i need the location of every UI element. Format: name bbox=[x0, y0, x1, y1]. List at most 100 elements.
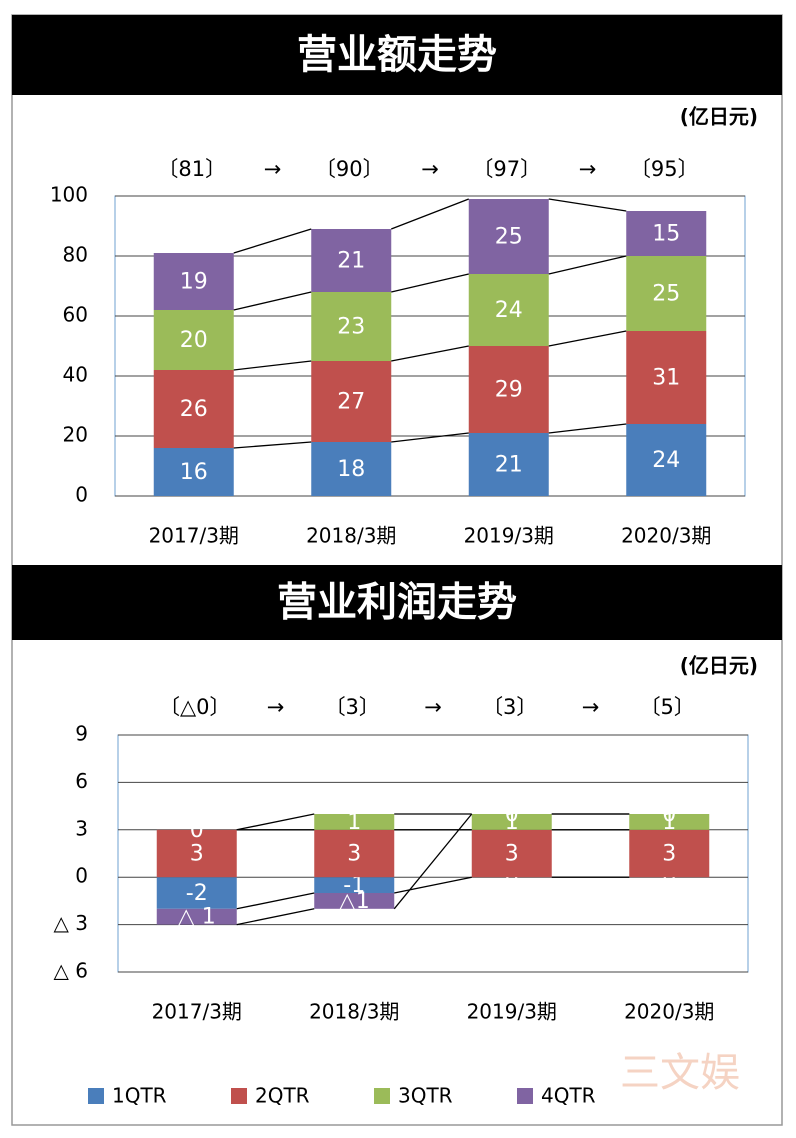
data-label: △1 bbox=[339, 889, 370, 914]
connector bbox=[548, 423, 627, 434]
data-label: -1 bbox=[343, 873, 365, 898]
watermark: 三文娱 bbox=[620, 1050, 740, 1096]
data-label: 25 bbox=[652, 282, 680, 307]
unit-label: (亿日元) bbox=[680, 105, 758, 129]
x-tick-label: 2019/3期 bbox=[464, 524, 554, 548]
bar-segment bbox=[314, 829, 395, 878]
data-label: 31 bbox=[652, 366, 680, 391]
y-tick-label: 40 bbox=[63, 363, 88, 387]
data-label: 18 bbox=[337, 457, 365, 482]
data-label: 21 bbox=[495, 453, 523, 478]
x-tick-label: 2020/3期 bbox=[621, 524, 711, 548]
bar-segment bbox=[471, 814, 552, 830]
data-label: 3 bbox=[347, 842, 361, 867]
total-label: 〔3〕 bbox=[325, 695, 380, 719]
bar-segment bbox=[626, 256, 707, 331]
total-label: 〔5〕 bbox=[640, 695, 695, 719]
connector bbox=[236, 813, 315, 831]
data-label: 27 bbox=[337, 390, 365, 415]
y-tick-label: 3 bbox=[75, 816, 88, 840]
data-label: 21 bbox=[337, 249, 365, 274]
bar-segment bbox=[468, 199, 549, 274]
connector bbox=[233, 291, 312, 311]
arrow: → bbox=[424, 695, 442, 719]
legend-swatch bbox=[374, 1088, 390, 1104]
data-label: 16 bbox=[180, 460, 208, 485]
data-label: 3 bbox=[190, 842, 204, 867]
connector bbox=[548, 198, 627, 212]
bar-segment bbox=[314, 893, 395, 909]
bar-segment bbox=[311, 292, 392, 361]
bar-segment bbox=[626, 331, 707, 424]
connector bbox=[233, 441, 312, 449]
header-bar bbox=[12, 15, 782, 95]
bar-segment bbox=[314, 877, 395, 893]
y-tick-label: 9 bbox=[75, 722, 88, 746]
connector bbox=[394, 876, 472, 894]
connector bbox=[391, 345, 469, 362]
y-tick-label: 80 bbox=[63, 243, 88, 267]
bar-segment bbox=[153, 448, 234, 496]
legend-label: 3QTR bbox=[398, 1084, 453, 1108]
connector bbox=[391, 198, 469, 230]
arrow: → bbox=[421, 157, 439, 181]
x-tick-label: 2018/3期 bbox=[306, 524, 396, 548]
arrow: → bbox=[267, 695, 285, 719]
arrow: → bbox=[582, 695, 600, 719]
bar-segment bbox=[468, 346, 549, 433]
data-label: 24 bbox=[652, 448, 680, 473]
data-label: 26 bbox=[180, 397, 208, 422]
bar-segment bbox=[629, 829, 710, 878]
y-tick-label: 20 bbox=[63, 423, 88, 447]
data-label: 0 bbox=[190, 818, 204, 843]
data-label: △ 1 bbox=[178, 905, 216, 930]
data-label: 3 bbox=[505, 842, 519, 867]
y-tick-label: 0 bbox=[75, 864, 88, 888]
bar-segment bbox=[471, 829, 552, 878]
y-tick-label: 6 bbox=[75, 769, 88, 793]
legend-swatch bbox=[88, 1088, 104, 1104]
unit-label: (亿日元) bbox=[680, 654, 758, 678]
legend-swatch bbox=[231, 1088, 247, 1104]
x-tick-label: 2017/3期 bbox=[149, 524, 239, 548]
bar-segment bbox=[156, 908, 237, 925]
bar-segment bbox=[311, 229, 392, 292]
chart-title: 营业利润走势 bbox=[277, 580, 517, 626]
connector bbox=[233, 360, 312, 371]
total-label: 〔81〕 bbox=[157, 157, 226, 181]
y-tick-label: 0 bbox=[75, 483, 88, 507]
total-label: 〔97〕 bbox=[472, 157, 541, 181]
data-label: 19 bbox=[180, 270, 208, 295]
y-tick-label: 60 bbox=[63, 303, 88, 327]
connector bbox=[233, 228, 312, 254]
data-label: 0 bbox=[662, 802, 676, 827]
bar-segment bbox=[311, 361, 392, 442]
connector bbox=[391, 432, 469, 443]
connector bbox=[236, 892, 315, 910]
connector bbox=[548, 330, 627, 347]
x-tick-label: 2020/3期 bbox=[624, 1000, 714, 1024]
x-tick-label: 2019/3期 bbox=[467, 1000, 557, 1024]
data-label: 25 bbox=[495, 225, 523, 250]
y-tick-label: △ 6 bbox=[54, 959, 88, 983]
bar-segment bbox=[153, 370, 234, 448]
data-label: 1 bbox=[662, 810, 676, 835]
total-label: 〔△0〕 bbox=[159, 695, 231, 719]
connector bbox=[548, 255, 627, 275]
bar-segment bbox=[626, 424, 707, 496]
data-label: 24 bbox=[495, 298, 523, 323]
x-tick-label: 2017/3期 bbox=[152, 1000, 242, 1024]
total-label: 〔95〕 bbox=[630, 157, 699, 181]
data-label: 0 bbox=[505, 802, 519, 827]
connector bbox=[393, 813, 473, 910]
data-label: 15 bbox=[652, 222, 680, 247]
arrow: → bbox=[579, 157, 597, 181]
bar-segment bbox=[156, 829, 237, 878]
y-tick-label: 100 bbox=[50, 183, 88, 207]
bar-segment bbox=[153, 253, 234, 310]
data-label: 3 bbox=[662, 842, 676, 867]
data-label: 20 bbox=[180, 328, 208, 353]
bar-segment bbox=[468, 274, 549, 346]
bar-segment bbox=[314, 814, 395, 830]
